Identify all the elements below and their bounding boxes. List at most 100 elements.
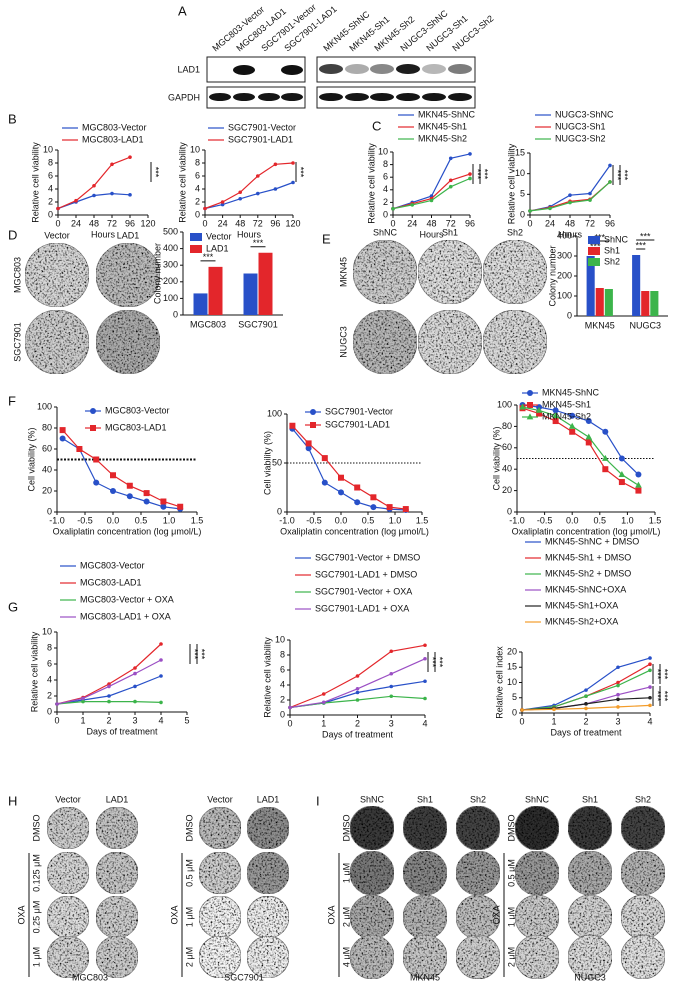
x-tick-label: -0.5: [537, 515, 553, 525]
band: [370, 64, 394, 74]
x-axis-label: Days of treatment: [322, 729, 394, 739]
marker: [602, 454, 609, 461]
column-label: Sh2: [635, 794, 651, 804]
y-tick-label: 60: [42, 443, 52, 453]
x-tick-label: 72: [107, 218, 117, 228]
marker: [536, 410, 543, 417]
bar: [258, 252, 273, 315]
x-tick-label: 1.5: [416, 515, 429, 525]
x-tick-label: 96: [125, 218, 135, 228]
y-tick-label: 6: [48, 170, 53, 180]
y-axis-label: Colony number: [547, 245, 557, 306]
marker: [107, 699, 111, 704]
marker: [616, 705, 620, 709]
marker: [618, 470, 626, 477]
x-tick-label: 48: [235, 218, 245, 228]
marker: [584, 688, 588, 692]
y-tick-label: 10: [43, 144, 53, 154]
marker: [107, 694, 111, 698]
marker: [370, 494, 377, 501]
line: [204, 162, 294, 210]
x-tick-label: 96: [605, 218, 615, 228]
colony-plate: [514, 850, 560, 896]
y-axis-label: Relative cell viability: [177, 142, 187, 223]
y-tick-label: 100: [497, 399, 512, 409]
marker: [93, 479, 100, 486]
marker: [133, 699, 137, 704]
legend-swatch: [190, 245, 202, 253]
band: [448, 64, 472, 74]
annotation: ***: [660, 691, 670, 702]
band: [345, 64, 369, 74]
marker: [526, 413, 534, 420]
colony-plate: [455, 934, 501, 980]
x-tick-label: 0.5: [135, 515, 148, 525]
y-tick-label: 10: [275, 634, 285, 644]
y-tick-label: 5: [520, 189, 525, 199]
annotation: ***: [151, 167, 161, 178]
x-axis-label: Oxaliplatin concentration (log μmol/L): [53, 526, 202, 536]
marker: [291, 180, 295, 185]
legend-label: SGC7901-LAD1 + DMSO: [315, 569, 417, 579]
marker: [128, 155, 132, 159]
colony-plate: [352, 239, 418, 305]
x-tick-label: 24: [71, 218, 81, 228]
colony-plate: [349, 894, 395, 940]
annotation: ***: [635, 240, 646, 250]
annotation: ***: [590, 241, 601, 251]
marker: [305, 445, 312, 452]
y-tick-label: 2: [383, 197, 388, 207]
marker: [429, 198, 434, 203]
marker: [389, 694, 394, 699]
x-axis-label: Oxaliplatin concentration (log μmol/L): [280, 526, 429, 536]
band: [258, 93, 280, 101]
x-tick-label: 120: [285, 218, 300, 228]
y-tick-label: 8: [48, 157, 53, 167]
marker: [423, 679, 427, 684]
x-tick-label: 0: [54, 715, 59, 725]
band: [281, 93, 303, 101]
y-axis-label: Relative cell viability: [29, 631, 39, 712]
y-tick-label: 2: [195, 196, 200, 206]
treatment-label: OXA: [16, 905, 26, 924]
x-axis-label: Hours: [558, 229, 583, 239]
legend-swatch: [588, 258, 600, 266]
y-tick-label: 4: [383, 184, 388, 194]
colony-plate: [417, 309, 483, 375]
legend-label: SGC7901-LAD1: [228, 134, 293, 144]
x-tick-label: 1.5: [191, 515, 204, 525]
colony-plate: [349, 805, 395, 851]
column-label: Sh1: [417, 794, 433, 804]
row-label: DMSO: [184, 815, 194, 842]
marker: [59, 435, 66, 442]
panel-label: H: [8, 793, 17, 808]
x-tick-label: 4: [422, 718, 427, 728]
marker: [126, 482, 133, 489]
marker: [616, 697, 620, 702]
treatment-label: OXA: [491, 905, 501, 924]
row-label: MKN45: [338, 257, 348, 287]
marker: [81, 696, 85, 701]
y-tick-label: 4: [47, 674, 52, 684]
marker: [110, 191, 114, 196]
colony-plate: [246, 935, 290, 979]
x-tick-label: 24: [218, 218, 228, 228]
marker: [59, 427, 66, 434]
x-tick-label: 24: [407, 218, 417, 228]
x-tick-label: 0.0: [107, 515, 120, 525]
bar: [595, 288, 604, 316]
y-tick-label: 4: [48, 183, 53, 193]
marker: [310, 422, 316, 428]
y-tick-label: 500: [163, 226, 178, 236]
colony-plate: [24, 242, 90, 308]
marker: [618, 455, 625, 462]
marker: [288, 705, 292, 710]
x-tick-label: -1.0: [509, 515, 525, 525]
colony-plate: [402, 894, 448, 940]
y-tick-label: 20: [42, 485, 52, 495]
y-axis-label: Relative cell viability: [262, 637, 272, 718]
marker: [160, 503, 167, 510]
line: [392, 173, 471, 210]
column-label: Vector: [55, 794, 81, 804]
